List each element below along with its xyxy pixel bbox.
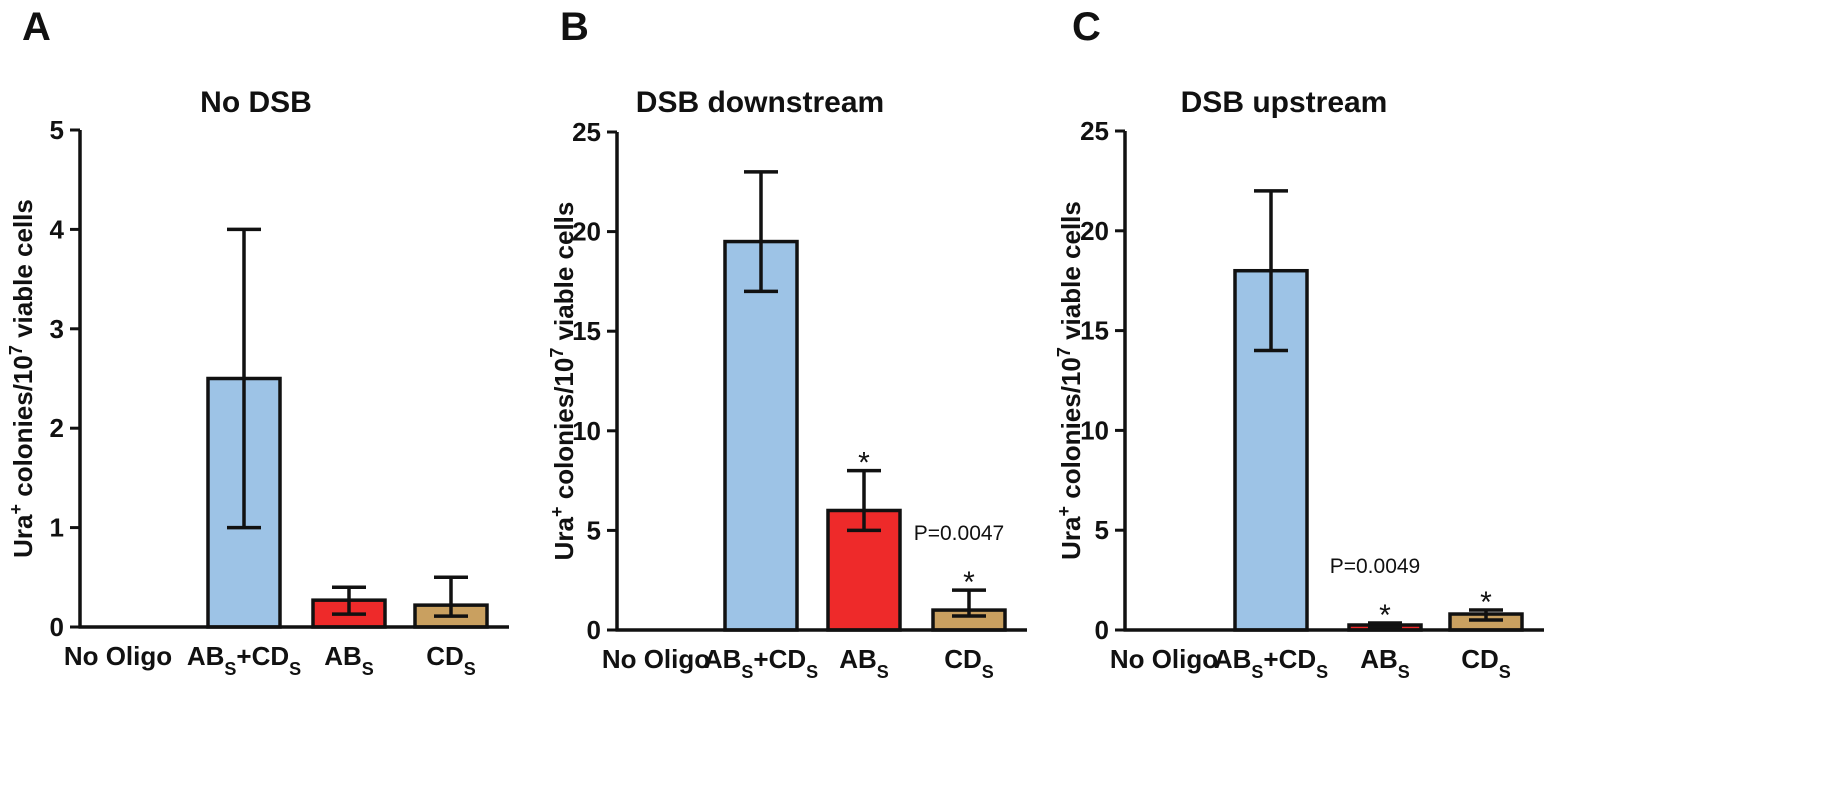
x-tick-label-text: No Oligo bbox=[602, 644, 710, 674]
y-axis-label-text: colonies/10 bbox=[549, 358, 579, 507]
x-tick-label: ABS bbox=[839, 644, 889, 682]
x-tick-label: ABS bbox=[324, 641, 374, 679]
y-tick-label: 20 bbox=[572, 217, 601, 247]
panel-letter: C bbox=[1072, 5, 1101, 49]
x-tick-label-sub: S bbox=[224, 659, 236, 679]
x-tick-label-text: +CD bbox=[236, 641, 289, 671]
y-tick-label: 5 bbox=[1095, 515, 1109, 545]
bar bbox=[723, 239, 799, 632]
y-axis-label-sup: 7 bbox=[547, 348, 567, 358]
x-tick-label: ABS+CDS bbox=[704, 644, 818, 682]
significance-star: * bbox=[963, 566, 975, 599]
x-tick-label: ABS+CDS bbox=[187, 641, 301, 679]
y-axis-label-sup: + bbox=[6, 504, 26, 515]
y-axis-label-sup: + bbox=[547, 506, 567, 517]
y-tick-label: 20 bbox=[1080, 216, 1109, 246]
significance-star: * bbox=[1379, 599, 1391, 632]
significance-star: * bbox=[858, 447, 870, 480]
y-tick-label: 2 bbox=[50, 413, 64, 443]
x-tick-label-text: +CD bbox=[753, 644, 806, 674]
chart-panel-c: C DSB upstream Ura+ colonies/107 viable ce… bbox=[1054, 5, 1544, 682]
chart-title: DSB upstream bbox=[1181, 86, 1388, 119]
x-tick-label-text: CD bbox=[426, 641, 464, 671]
y-tick-label: 1 bbox=[50, 513, 64, 543]
x-tick-label-text: AB bbox=[187, 641, 225, 671]
chart-title: DSB downstream bbox=[636, 86, 884, 119]
y-tick-label: 25 bbox=[1080, 116, 1109, 146]
p-value-label: P=0.0047 bbox=[914, 522, 1005, 545]
y-axis-label-text: viable cells bbox=[8, 199, 38, 345]
y-axis-label: Ura+ colonies/107 viable cells bbox=[1054, 201, 1086, 560]
y-tick-label: 3 bbox=[50, 314, 64, 344]
x-tick-label-text: +CD bbox=[1263, 644, 1316, 674]
x-tick-label-text: AB bbox=[839, 644, 877, 674]
y-axis-label-text: viable cells bbox=[549, 202, 579, 348]
y-tick-label: 15 bbox=[572, 316, 601, 346]
x-tick-label: No Oligo bbox=[1110, 644, 1218, 674]
x-tick-label-text: No Oligo bbox=[1110, 644, 1218, 674]
panel-letter: B bbox=[560, 5, 589, 49]
panel-letter: A bbox=[22, 5, 51, 49]
x-tick-label: ABS+CDS bbox=[1214, 644, 1328, 682]
p-value-label: P=0.0049 bbox=[1330, 555, 1421, 578]
x-tick-label: CDS bbox=[1461, 644, 1511, 682]
y-tick-label: 0 bbox=[587, 615, 601, 645]
y-tick-label: 10 bbox=[572, 416, 601, 446]
chart-panel-a: A No DSB Ura+ colonies/107 viable cells 0 1 2… bbox=[6, 5, 509, 679]
significance-star: * bbox=[1480, 586, 1492, 619]
y-axis-label-text: Ura bbox=[8, 514, 38, 558]
x-tick-label-sub: S bbox=[1398, 662, 1410, 682]
y-axis-label-text: colonies/10 bbox=[8, 355, 38, 504]
y-tick-label: 5 bbox=[50, 115, 64, 145]
x-tick-label: ABS bbox=[1360, 644, 1410, 682]
x-tick-label-text: AB bbox=[704, 644, 742, 674]
chart-panel-b: B DSB downstream Ura+ colonies/107 viable … bbox=[547, 5, 1027, 682]
chart-title: No DSB bbox=[200, 86, 312, 119]
x-tick-label-text: AB bbox=[1360, 644, 1398, 674]
y-tick-label: 4 bbox=[50, 214, 65, 244]
x-tick-label-text: No Oligo bbox=[64, 641, 172, 671]
y-axis-label-text: viable cells bbox=[1056, 201, 1086, 347]
x-tick-label: No Oligo bbox=[602, 644, 710, 674]
y-tick-label: 15 bbox=[1080, 316, 1109, 346]
y-tick-label: 0 bbox=[50, 612, 64, 642]
x-tick-label-text: CD bbox=[944, 644, 982, 674]
x-tick-label: No Oligo bbox=[64, 641, 172, 671]
x-tick-label: CDS bbox=[426, 641, 476, 679]
y-axis-label-text: Ura bbox=[1056, 516, 1086, 560]
y-axis-label: Ura+ colonies/107 viable cells bbox=[6, 199, 38, 558]
x-tick-label-text: AB bbox=[324, 641, 362, 671]
y-axis-label-sup: 7 bbox=[6, 345, 26, 355]
y-tick-label: 10 bbox=[1080, 415, 1109, 445]
y-tick-label: 5 bbox=[587, 515, 601, 545]
y-tick-label: 0 bbox=[1095, 615, 1109, 645]
x-tick-label-sub: S bbox=[1251, 662, 1263, 682]
y-tick-label: 25 bbox=[572, 117, 601, 147]
x-tick-label-sub: S bbox=[806, 662, 818, 682]
x-tick-label-sub: S bbox=[877, 662, 889, 682]
x-tick-label-sub: S bbox=[464, 659, 476, 679]
y-axis-label-text: colonies/10 bbox=[1056, 357, 1086, 506]
x-tick-label-text: AB bbox=[1214, 644, 1252, 674]
x-tick-label-sub: S bbox=[1499, 662, 1511, 682]
y-axis-label: Ura+ colonies/107 viable cells bbox=[547, 202, 579, 561]
x-tick-label-sub: S bbox=[982, 662, 994, 682]
x-tick-label-sub: S bbox=[362, 659, 374, 679]
y-axis-label-sup: + bbox=[1054, 506, 1074, 517]
x-tick-label-text: CD bbox=[1461, 644, 1499, 674]
y-axis-label-sup: 7 bbox=[1054, 347, 1074, 357]
x-tick-label-sub: S bbox=[741, 662, 753, 682]
x-tick-label: CDS bbox=[944, 644, 994, 682]
x-tick-label-sub: S bbox=[1316, 662, 1328, 682]
x-tick-label-sub: S bbox=[289, 659, 301, 679]
y-axis-label-text: Ura bbox=[549, 516, 579, 560]
